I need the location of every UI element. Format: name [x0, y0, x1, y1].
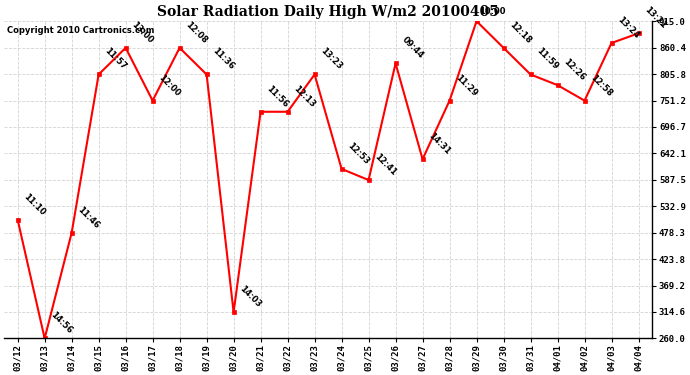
Text: 11:57: 11:57: [103, 46, 128, 72]
Text: 11:59: 11:59: [535, 46, 560, 72]
Text: 14:03: 14:03: [238, 284, 263, 309]
Text: 13:23: 13:23: [319, 46, 344, 72]
Text: 11:56: 11:56: [265, 84, 290, 109]
Text: 11:36: 11:36: [210, 46, 236, 72]
Text: 12:18: 12:18: [508, 20, 533, 45]
Text: 10:00: 10:00: [480, 7, 506, 16]
Text: 12:08: 12:08: [184, 20, 209, 45]
Text: 11:10: 11:10: [22, 192, 47, 217]
Text: 12:41: 12:41: [373, 152, 398, 177]
Title: Solar Radiation Daily High W/m2 20100405: Solar Radiation Daily High W/m2 20100405: [157, 4, 499, 19]
Text: 14:56: 14:56: [49, 310, 75, 336]
Text: 13:00: 13:00: [130, 20, 155, 45]
Text: 12:26: 12:26: [562, 57, 587, 82]
Text: Copyright 2010 Cartronics.com: Copyright 2010 Cartronics.com: [8, 26, 155, 35]
Text: 09:44: 09:44: [400, 35, 425, 60]
Text: 12:00: 12:00: [157, 73, 182, 98]
Text: 12:53: 12:53: [346, 141, 371, 166]
Text: 14:31: 14:31: [426, 131, 452, 156]
Text: 11:29: 11:29: [454, 73, 479, 98]
Text: 12:13: 12:13: [292, 84, 317, 109]
Text: 13:21: 13:21: [642, 5, 668, 30]
Text: 13:24: 13:24: [615, 15, 641, 40]
Text: 11:46: 11:46: [76, 205, 101, 230]
Text: 12:58: 12:58: [589, 73, 614, 98]
